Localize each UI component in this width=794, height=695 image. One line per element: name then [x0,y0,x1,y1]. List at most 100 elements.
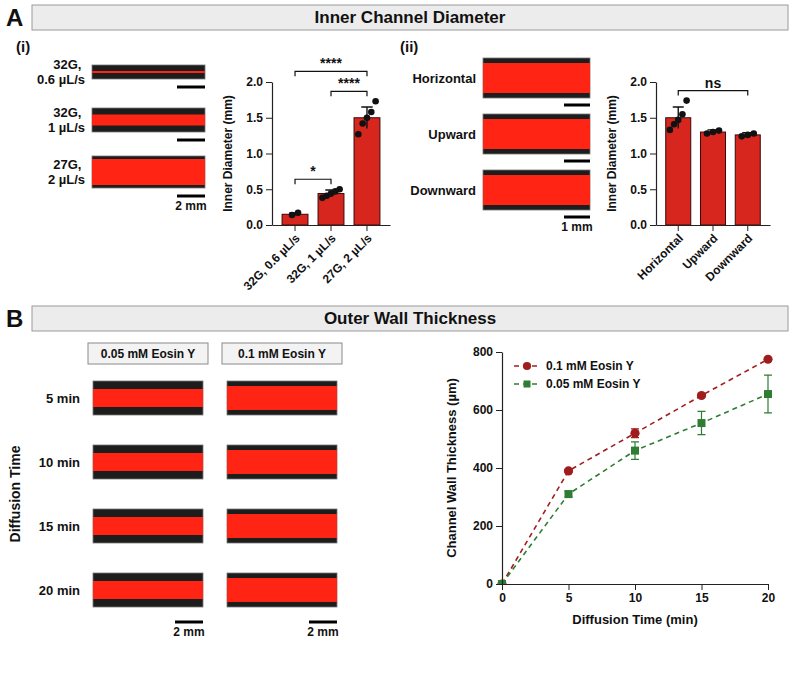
channel-lumen [483,175,590,205]
legend-item: 0.05 mM Eosin Y [514,377,640,391]
tick-mark [496,526,502,527]
channel-lumen [483,119,590,149]
data-point [750,130,757,137]
data-point [359,120,366,127]
tick: 400 [473,461,502,475]
data-point [565,490,573,498]
tick-mark [768,584,769,590]
tick: Horizontal [634,225,685,283]
bar [700,132,725,225]
tick-mark [496,584,502,585]
bar [318,194,344,225]
tick-mark [650,189,656,190]
x-axis: 32G, 0.6 µL/s32G, 1 µL/s27G, 2 µL/s [241,225,391,293]
scale-bar [177,195,205,198]
tick-label: 0 [486,577,493,591]
bar [354,118,380,225]
significance-label: **** [338,75,360,91]
tick-label: 0.0 [246,218,263,232]
row-label: 20 min [39,583,80,598]
error-bar [631,442,639,459]
tick: 1.0 [630,147,656,161]
column-head-box [88,343,208,364]
data-point [336,186,343,193]
legend-marker [524,381,531,388]
channel-wall [483,170,590,210]
image-label: 32G, 1 µL/s [48,105,85,135]
tick-label: Horizontal [634,231,685,282]
channel-lumen [93,517,203,535]
tick-label: 1.0 [246,147,263,161]
panel-title: Inner Channel Diameter [315,8,506,27]
significance-bracket [678,91,748,96]
data-point [697,391,706,400]
chart: 0.00.51.01.52.0HorizontalUpwardDownwardI… [605,75,771,284]
y-axis-title: Channel Wall Thickness (µm) [444,378,459,558]
y-axis-title: Inner Diameter (mm) [221,95,235,212]
channel-wall [92,156,205,188]
tick-label: 400 [473,461,493,475]
column-head: 0.05 mM Eosin Y [101,347,195,361]
axis-line [272,83,273,226]
channel-wall [93,445,203,479]
chart: 020040060080005101520Diffusion Time (min… [444,345,775,627]
panel-header: Outer Wall ThicknessB [6,305,788,332]
tick-mark [678,225,679,231]
significance-bracket [295,71,367,76]
channel-wall [93,509,203,543]
legend-label: 0.1 mM Eosin Y [546,359,634,373]
image-panel: 0.05 mM Eosin Y2 mm0.1 mM Eosin Y2 mm5 m… [7,343,342,639]
plot-area [497,355,772,584]
channel-wall [227,509,337,543]
tick: 0.5 [630,183,656,197]
data-point [764,390,772,398]
tick: 0.0 [246,218,272,232]
tick-label: 5 [566,591,573,605]
subpanel-label: (i) [16,38,30,55]
row-label: 5 min [46,391,80,406]
image-label: Horizontal [412,71,476,86]
channel-lumen [227,514,337,538]
tick-mark [650,154,656,155]
data-point [744,132,751,139]
tick-mark [295,225,296,231]
channel-lumen [93,389,203,407]
tick-mark [496,410,502,411]
data-point [631,447,639,455]
chart: 0.00.51.01.52.032G, 0.6 µL/s32G, 1 µL/s2… [221,55,391,293]
channel-lumen [483,63,590,93]
header-box [32,5,788,30]
significance-label: ns [705,75,722,91]
tick-label: 2.0 [246,75,263,89]
bar [735,135,760,225]
data-point [667,127,674,134]
error-bar [631,429,639,438]
tick: 800 [473,345,502,359]
data-point [716,127,723,134]
data-point [763,355,772,364]
x-axis: 05101520 [499,584,775,605]
channel-lumen [227,386,337,410]
significance-label: * [310,163,316,179]
tick: 1.5 [246,111,272,125]
column-head-box [222,343,342,364]
tick-mark [366,225,367,231]
image-label: 32G, 0.6 µL/s [37,57,85,87]
channel-lumen [92,115,205,126]
channel-wall [483,58,590,98]
data-point [372,98,379,105]
image-label: Downward [410,183,476,198]
panel-letter: B [6,305,23,332]
legend-item: 0.1 mM Eosin Y [514,359,634,373]
significance-label: **** [320,55,342,71]
scale-bar-label: 2 mm [173,625,204,639]
tick: 27G, 2 µL/s [320,225,375,286]
channel-wall [92,108,205,132]
channel-lumen [93,581,203,599]
tick-label: 27G, 2 µL/s [320,231,375,286]
channel-lumen [227,578,337,602]
tick: 0 [499,584,506,605]
scale-bar-label: 2 mm [307,625,338,639]
panel-header: Inner Channel DiameterA [6,4,788,31]
tick-mark [650,225,656,226]
